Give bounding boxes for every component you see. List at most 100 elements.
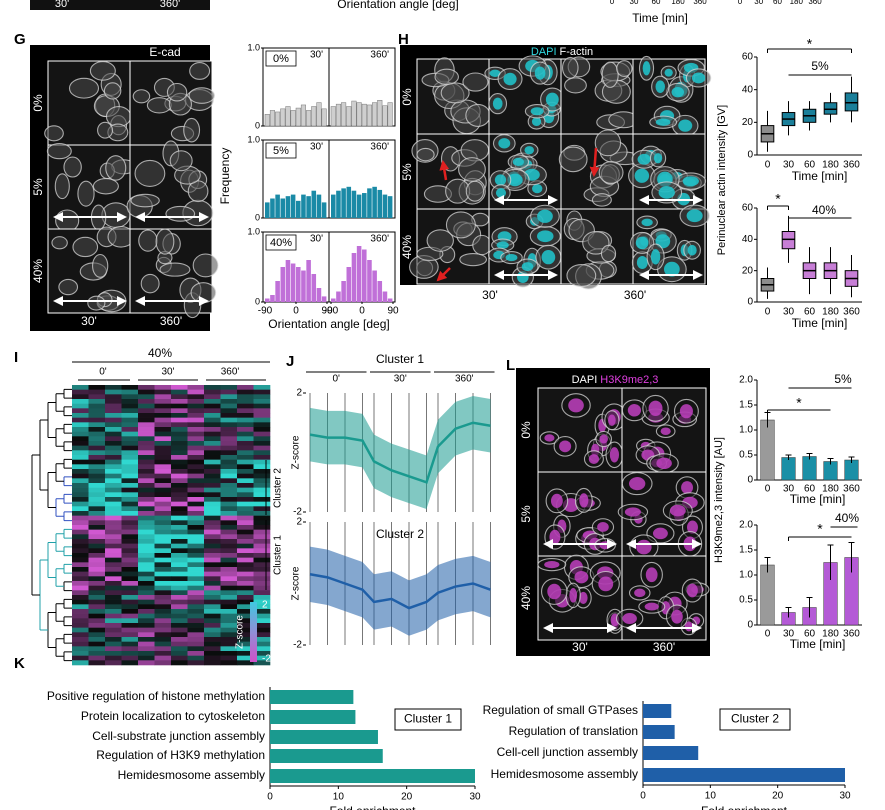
y-tick-label: 0 <box>747 620 753 631</box>
heatmap-cell <box>88 562 106 568</box>
hist-bar <box>275 281 280 302</box>
y-tick-label: 1.5 <box>739 545 753 556</box>
heatmap-cell <box>154 646 172 652</box>
heatmap-cell <box>72 473 89 479</box>
heatmap-cell <box>88 529 106 535</box>
heatmap-cell <box>171 492 188 498</box>
heatmap-cell <box>138 389 155 395</box>
heatmap-cell <box>72 436 89 442</box>
heatmap-cell <box>171 585 188 591</box>
heatmap-cell <box>88 473 106 479</box>
heatmap-cell <box>204 553 221 558</box>
heatmap-cell <box>121 632 139 638</box>
nucleus <box>574 570 589 584</box>
heatmap-cell <box>154 497 172 502</box>
heatmap-cell <box>72 469 89 474</box>
heatmap-cell <box>220 492 238 498</box>
y-tick-label: 2.0 <box>739 520 753 531</box>
heatmap-cell <box>237 431 254 437</box>
heatmap-cell <box>237 557 254 563</box>
heatmap-cell <box>171 660 188 666</box>
heatmap-cell <box>138 422 155 428</box>
panel-label: G <box>14 31 26 48</box>
heatmap-cell <box>88 567 106 572</box>
heatmap-cell <box>138 394 155 400</box>
legend-label: 5% <box>273 145 289 157</box>
heatmap-cell <box>237 599 254 605</box>
heatmap-cell <box>138 417 155 423</box>
heatmap-cell <box>253 389 271 395</box>
heatmap-cell <box>138 525 155 530</box>
hist-bar <box>356 246 362 302</box>
heatmap-cell <box>204 539 221 544</box>
heatmap-cell <box>220 585 238 591</box>
heatmap-cell <box>121 385 139 390</box>
heatmap-cell <box>253 525 271 530</box>
hist-bar <box>372 186 377 218</box>
heatmap-cell <box>154 548 172 554</box>
heatmap-cell <box>72 646 89 652</box>
heatmap-cell <box>121 441 139 446</box>
heatmap-cell <box>204 581 221 586</box>
label: * <box>817 521 823 537</box>
heatmap-cell <box>72 422 89 428</box>
label: Perinuclear actin intensity [GV] <box>716 105 728 255</box>
heatmap-cell <box>88 557 106 563</box>
heatmap-cell <box>121 506 139 512</box>
hist-bar <box>367 260 372 302</box>
y-tick-label: 20 <box>742 265 754 276</box>
hist-bar <box>366 104 372 127</box>
hist-bar <box>341 188 346 218</box>
heatmap-cell <box>171 567 188 572</box>
heatmap-cell <box>105 427 122 432</box>
heatmap-cell <box>187 478 205 484</box>
heatmap-cell <box>220 459 238 465</box>
heatmap-cell <box>72 445 89 451</box>
heatmap-cell <box>237 534 254 540</box>
heatmap-cell <box>105 641 122 647</box>
nucleus <box>660 427 671 435</box>
hist-bar <box>336 190 341 218</box>
heatmap-cell <box>105 637 122 642</box>
label: Cluster 1 <box>376 352 424 366</box>
red-arrow <box>439 160 450 181</box>
heatmap-cell <box>204 469 221 474</box>
heatmap-cell <box>72 571 89 577</box>
heatmap-cell <box>105 455 122 460</box>
nucleus <box>658 186 675 199</box>
heatmap-cell <box>204 585 221 591</box>
heatmap-cell <box>171 655 188 661</box>
nucleus <box>507 173 523 187</box>
heatmap-cell <box>253 506 271 512</box>
heatmap-cell <box>105 632 122 638</box>
heatmap-cell <box>187 534 205 540</box>
heatmap-cell <box>121 548 139 554</box>
heatmap-cell <box>138 483 155 488</box>
heatmap-cell <box>187 497 205 502</box>
tick-label: 60 <box>773 0 782 6</box>
heatmap-cell <box>187 525 205 530</box>
heatmap-cell <box>220 548 238 554</box>
heatmap-cell <box>220 529 238 535</box>
hist-bar <box>296 200 301 218</box>
heatmap-cell <box>154 515 172 521</box>
label: 30' <box>310 50 323 61</box>
heatmap-cell <box>187 539 205 544</box>
heatmap-cell <box>204 506 221 512</box>
heatmap-cell <box>138 529 155 535</box>
heatmap-cell <box>88 576 106 582</box>
heatmap-cell <box>105 604 122 610</box>
nucleus <box>534 66 546 80</box>
heatmap-cell <box>88 497 106 502</box>
heatmap-cell <box>105 581 122 586</box>
image-title: DAPI F-actin <box>531 46 593 58</box>
heatmap-cell <box>138 501 155 507</box>
x-tick-label: 180 <box>822 160 839 171</box>
heatmap-cell <box>72 609 89 614</box>
heatmap-cell <box>171 487 188 493</box>
label: 360' <box>624 288 646 302</box>
heatmap-cell <box>237 595 254 600</box>
mean-trace <box>309 421 491 484</box>
heatmap-cell <box>88 655 106 661</box>
heatmap-cell <box>220 473 238 479</box>
